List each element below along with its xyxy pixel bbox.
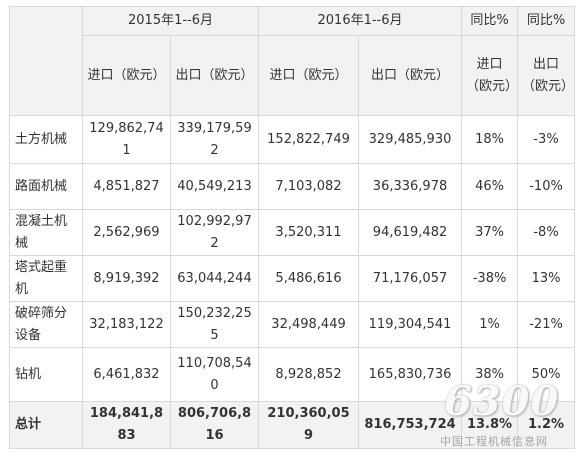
cell-export-2015: 110,708,540	[169, 347, 260, 402]
cell-export-2016: 329,485,930	[358, 115, 463, 164]
cell-yoy-export: -21%	[517, 301, 576, 348]
cell-import-2015: 6,461,832	[82, 347, 171, 402]
cell-import-2015: 8,919,392	[82, 255, 171, 302]
cell-yoy-import: -38%	[461, 255, 519, 302]
header-export-2015: 出口（欧元）	[169, 35, 260, 116]
cell-export-2016: 165,830,736	[358, 347, 463, 402]
header-corner	[9, 6, 83, 116]
trade-data-table: 2015年1--6月 2016年1--6月 同比% 同比% 进口（欧元） 出口（…	[9, 6, 576, 449]
cell-import-2016: 32,498,449	[258, 301, 360, 348]
cell-export-2016: 36,336,978	[358, 163, 463, 210]
cell-import-2016: 152,822,749	[258, 115, 360, 164]
total-import-2016: 210,360,059	[258, 401, 360, 449]
cell-import-2015: 4,851,827	[82, 163, 171, 210]
row-label: 土方机械	[9, 115, 83, 164]
total-yoy-import: 13.8%	[461, 401, 519, 449]
table-row: 混凝土机械 2,562,969 102,992,972 3,520,311 94…	[9, 209, 576, 256]
cell-yoy-export: -8%	[517, 209, 576, 256]
cell-export-2016: 119,304,541	[358, 301, 463, 348]
header-import-2015: 进口（欧元）	[82, 35, 171, 116]
cell-yoy-import: 18%	[461, 115, 519, 164]
cell-import-2015: 2,562,969	[82, 209, 171, 256]
cell-yoy-export: -10%	[517, 163, 576, 210]
cell-yoy-import: 46%	[461, 163, 519, 210]
cell-export-2015: 150,232,255	[169, 301, 260, 348]
cell-yoy-export: -3%	[517, 115, 576, 164]
total-yoy-export: 1.2%	[517, 401, 576, 449]
total-export-2016: 816,753,724	[358, 401, 463, 449]
row-label: 路面机械	[9, 163, 83, 210]
total-export-2015: 806,706,816	[169, 401, 260, 449]
cell-import-2016: 5,486,616	[258, 255, 360, 302]
cell-yoy-import: 1%	[461, 301, 519, 348]
cell-yoy-import: 37%	[461, 209, 519, 256]
row-label: 钻机	[9, 347, 83, 402]
header-export-2016: 出口（欧元）	[358, 35, 463, 116]
header-period-2016: 2016年1--6月	[258, 6, 463, 36]
table-row: 土方机械 129,862,741 339,179,592 152,822,749…	[9, 115, 576, 164]
row-label: 塔式起重机	[9, 255, 83, 302]
header-yoy-export: 同比%	[517, 6, 576, 36]
cell-export-2016: 94,619,482	[358, 209, 463, 256]
cell-yoy-export: 50%	[517, 347, 576, 402]
cell-export-2016: 71,176,057	[358, 255, 463, 302]
header-yoy-export-unit: 出口（欧元）	[517, 35, 576, 116]
cell-import-2016: 7,103,082	[258, 163, 360, 210]
cell-yoy-export: 13%	[517, 255, 576, 302]
cell-import-2015: 32,183,122	[82, 301, 171, 348]
table-row: 路面机械 4,851,827 40,549,213 7,103,082 36,3…	[9, 163, 576, 210]
cell-export-2015: 339,179,592	[169, 115, 260, 164]
cell-yoy-import: 38%	[461, 347, 519, 402]
cell-import-2016: 3,520,311	[258, 209, 360, 256]
table-row: 塔式起重机 8,919,392 63,044,244 5,486,616 71,…	[9, 255, 576, 302]
cell-import-2016: 8,928,852	[258, 347, 360, 402]
table-row: 破碎筛分设备 32,183,122 150,232,255 32,498,449…	[9, 301, 576, 348]
cell-export-2015: 40,549,213	[169, 163, 260, 210]
cell-export-2015: 102,992,972	[169, 209, 260, 256]
header-yoy-import: 同比%	[461, 6, 519, 36]
total-label: 总计	[9, 401, 83, 449]
cell-import-2015: 129,862,741	[82, 115, 171, 164]
header-import-2016: 进口（欧元）	[258, 35, 360, 116]
header-row-columns: 进口（欧元） 出口（欧元） 进口（欧元） 出口（欧元） 进口（欧元） 出口（欧元…	[10, 35, 576, 116]
header-yoy-import-unit: 进口（欧元）	[461, 35, 518, 116]
row-label: 混凝土机械	[9, 209, 83, 256]
total-import-2015: 184,841,883	[82, 401, 171, 449]
total-row: 总计 184,841,883 806,706,816 210,360,059 8…	[9, 401, 576, 449]
header-row-period: 2015年1--6月 2016年1--6月 同比% 同比%	[9, 6, 576, 116]
cell-export-2015: 63,044,244	[169, 255, 260, 302]
row-label: 破碎筛分设备	[9, 301, 83, 348]
header-period-2015: 2015年1--6月	[81, 6, 260, 36]
table-row: 钻机 6,461,832 110,708,540 8,928,852 165,8…	[9, 347, 576, 402]
